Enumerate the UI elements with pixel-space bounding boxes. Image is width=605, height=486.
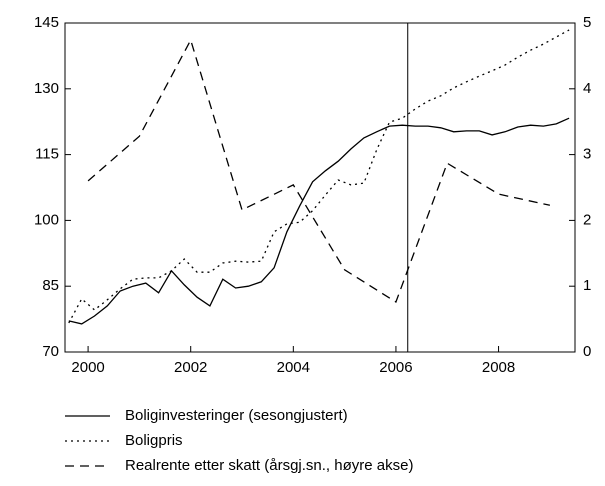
y-tick-label: 130 (34, 80, 59, 97)
x-tick-label: 2008 (482, 359, 515, 376)
x-tick-label: 2002 (174, 359, 207, 376)
y2-tick-label: 5 (583, 14, 591, 31)
x-tick-label: 2004 (277, 359, 310, 376)
y2-tick-label: 3 (583, 146, 591, 163)
y2-tick-label: 4 (583, 80, 591, 97)
y2-tick-label: 2 (583, 211, 591, 228)
y2-tick-label: 0 (583, 343, 591, 360)
y-tick-label: 115 (35, 146, 59, 163)
y-tick-label: 100 (34, 211, 59, 228)
series-line (68, 117, 570, 325)
legend-label: Boliginvesteringer (sesongjustert) (125, 407, 348, 424)
series-line (87, 38, 551, 303)
y-tick-label: 145 (34, 14, 59, 31)
x-tick-label: 2006 (379, 359, 412, 376)
legend-label: Boligpris (125, 432, 183, 449)
legend-label: Realrente etter skatt (årsgj.sn., høyre … (125, 457, 413, 474)
y2-tick-label: 1 (583, 277, 591, 294)
plot-frame (64, 22, 576, 353)
y-tick-label: 70 (42, 343, 59, 360)
x-tick-label: 2000 (71, 359, 104, 376)
y-tick-label: 85 (42, 277, 59, 294)
series-line (68, 29, 570, 324)
